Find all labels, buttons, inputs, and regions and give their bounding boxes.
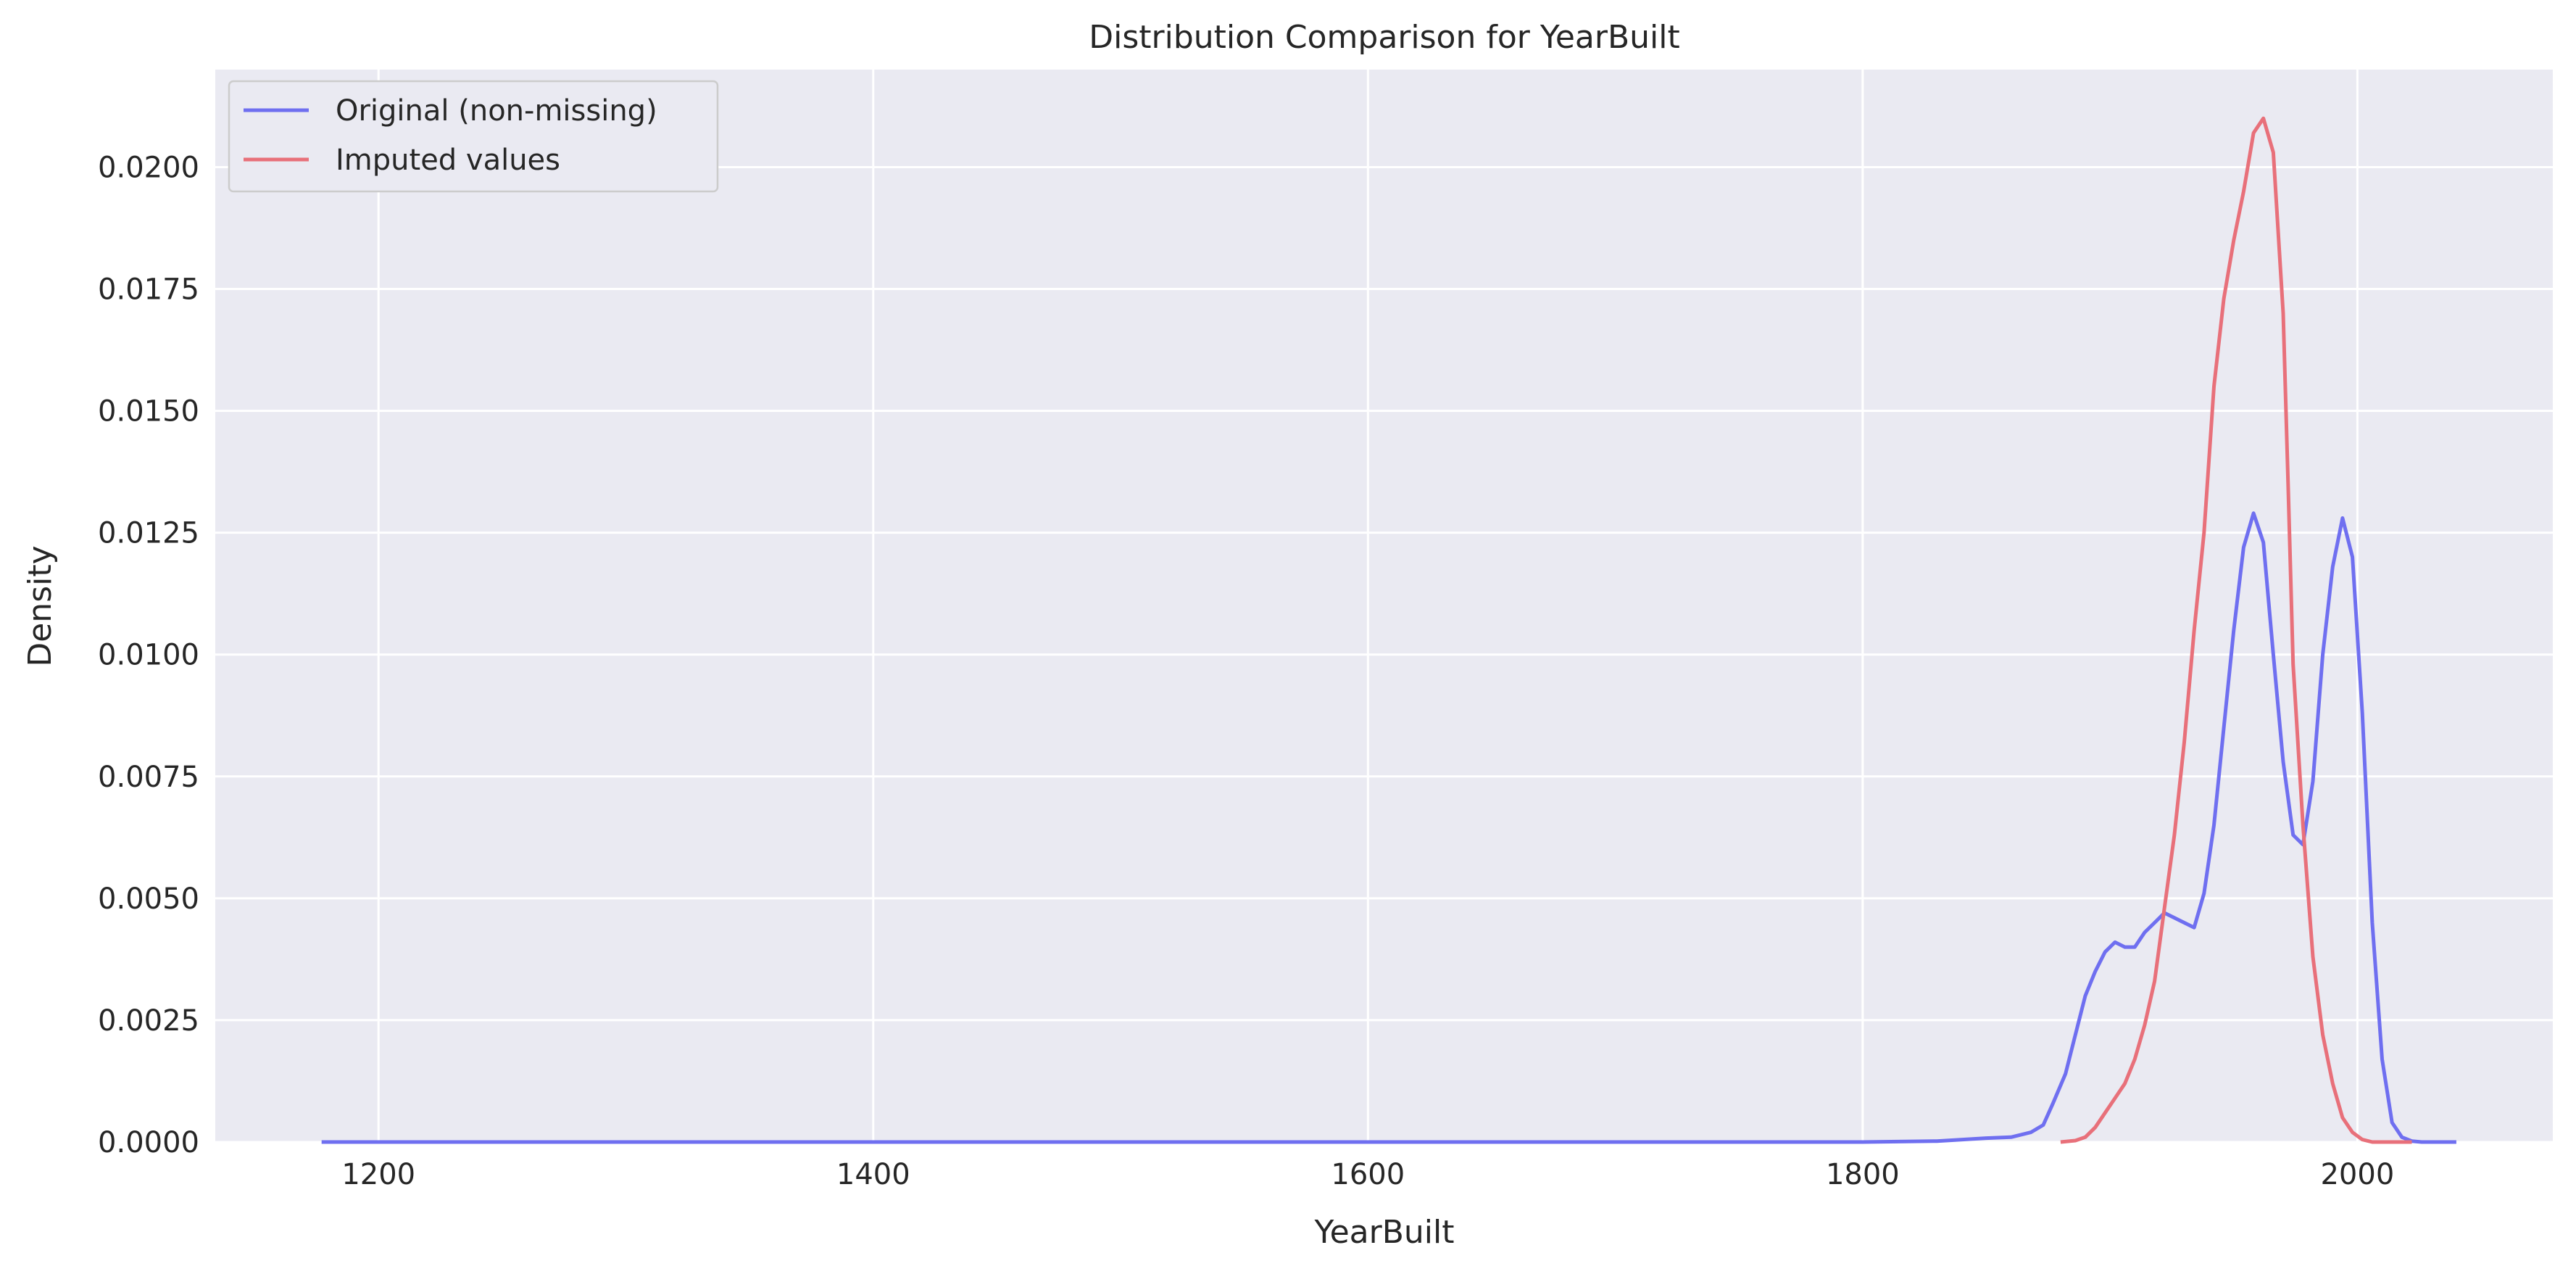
x-tick-label: 1200 <box>341 1158 415 1191</box>
y-axis-label: Density <box>22 545 59 666</box>
x-tick-label: 1400 <box>836 1158 910 1191</box>
chart-title: Distribution Comparison for YearBuilt <box>1089 19 1680 56</box>
y-tick-label: 0.0175 <box>98 273 199 307</box>
x-tick-label: 1600 <box>1331 1158 1405 1191</box>
x-tick-label: 1800 <box>1826 1158 1900 1191</box>
y-tick-label: 0.0075 <box>98 761 199 794</box>
y-tick-label: 0.0125 <box>98 517 199 550</box>
y-tick-label: 0.0200 <box>98 151 199 184</box>
series-lines <box>321 116 2456 1144</box>
y-tick-label: 0.0050 <box>98 882 199 916</box>
legend: Original (non-missing) Imputed values <box>228 80 719 193</box>
legend-label-original: Original (non-missing) <box>336 94 657 128</box>
x-tick-label: 2000 <box>2320 1158 2394 1191</box>
y-tick-label: 0.0025 <box>98 1004 199 1038</box>
series-line-imputed <box>2060 116 2412 1144</box>
y-tick-label: 0.0100 <box>98 639 199 672</box>
legend-label-imputed: Imputed values <box>336 144 560 177</box>
x-axis-ticks: 1200 1400 1600 1800 2000 <box>341 1158 2394 1191</box>
legend-box <box>228 80 719 193</box>
y-axis-ticks: 0.0000 0.0025 0.0050 0.0075 0.0100 0.0125 0.01… <box>98 151 199 1159</box>
x-axis-label: YearBuilt <box>1314 1214 1455 1251</box>
plot-background <box>215 70 2553 1142</box>
y-tick-label: 0.0000 <box>98 1126 199 1159</box>
y-tick-label: 0.0150 <box>98 395 199 429</box>
series-line-original <box>321 511 2456 1144</box>
